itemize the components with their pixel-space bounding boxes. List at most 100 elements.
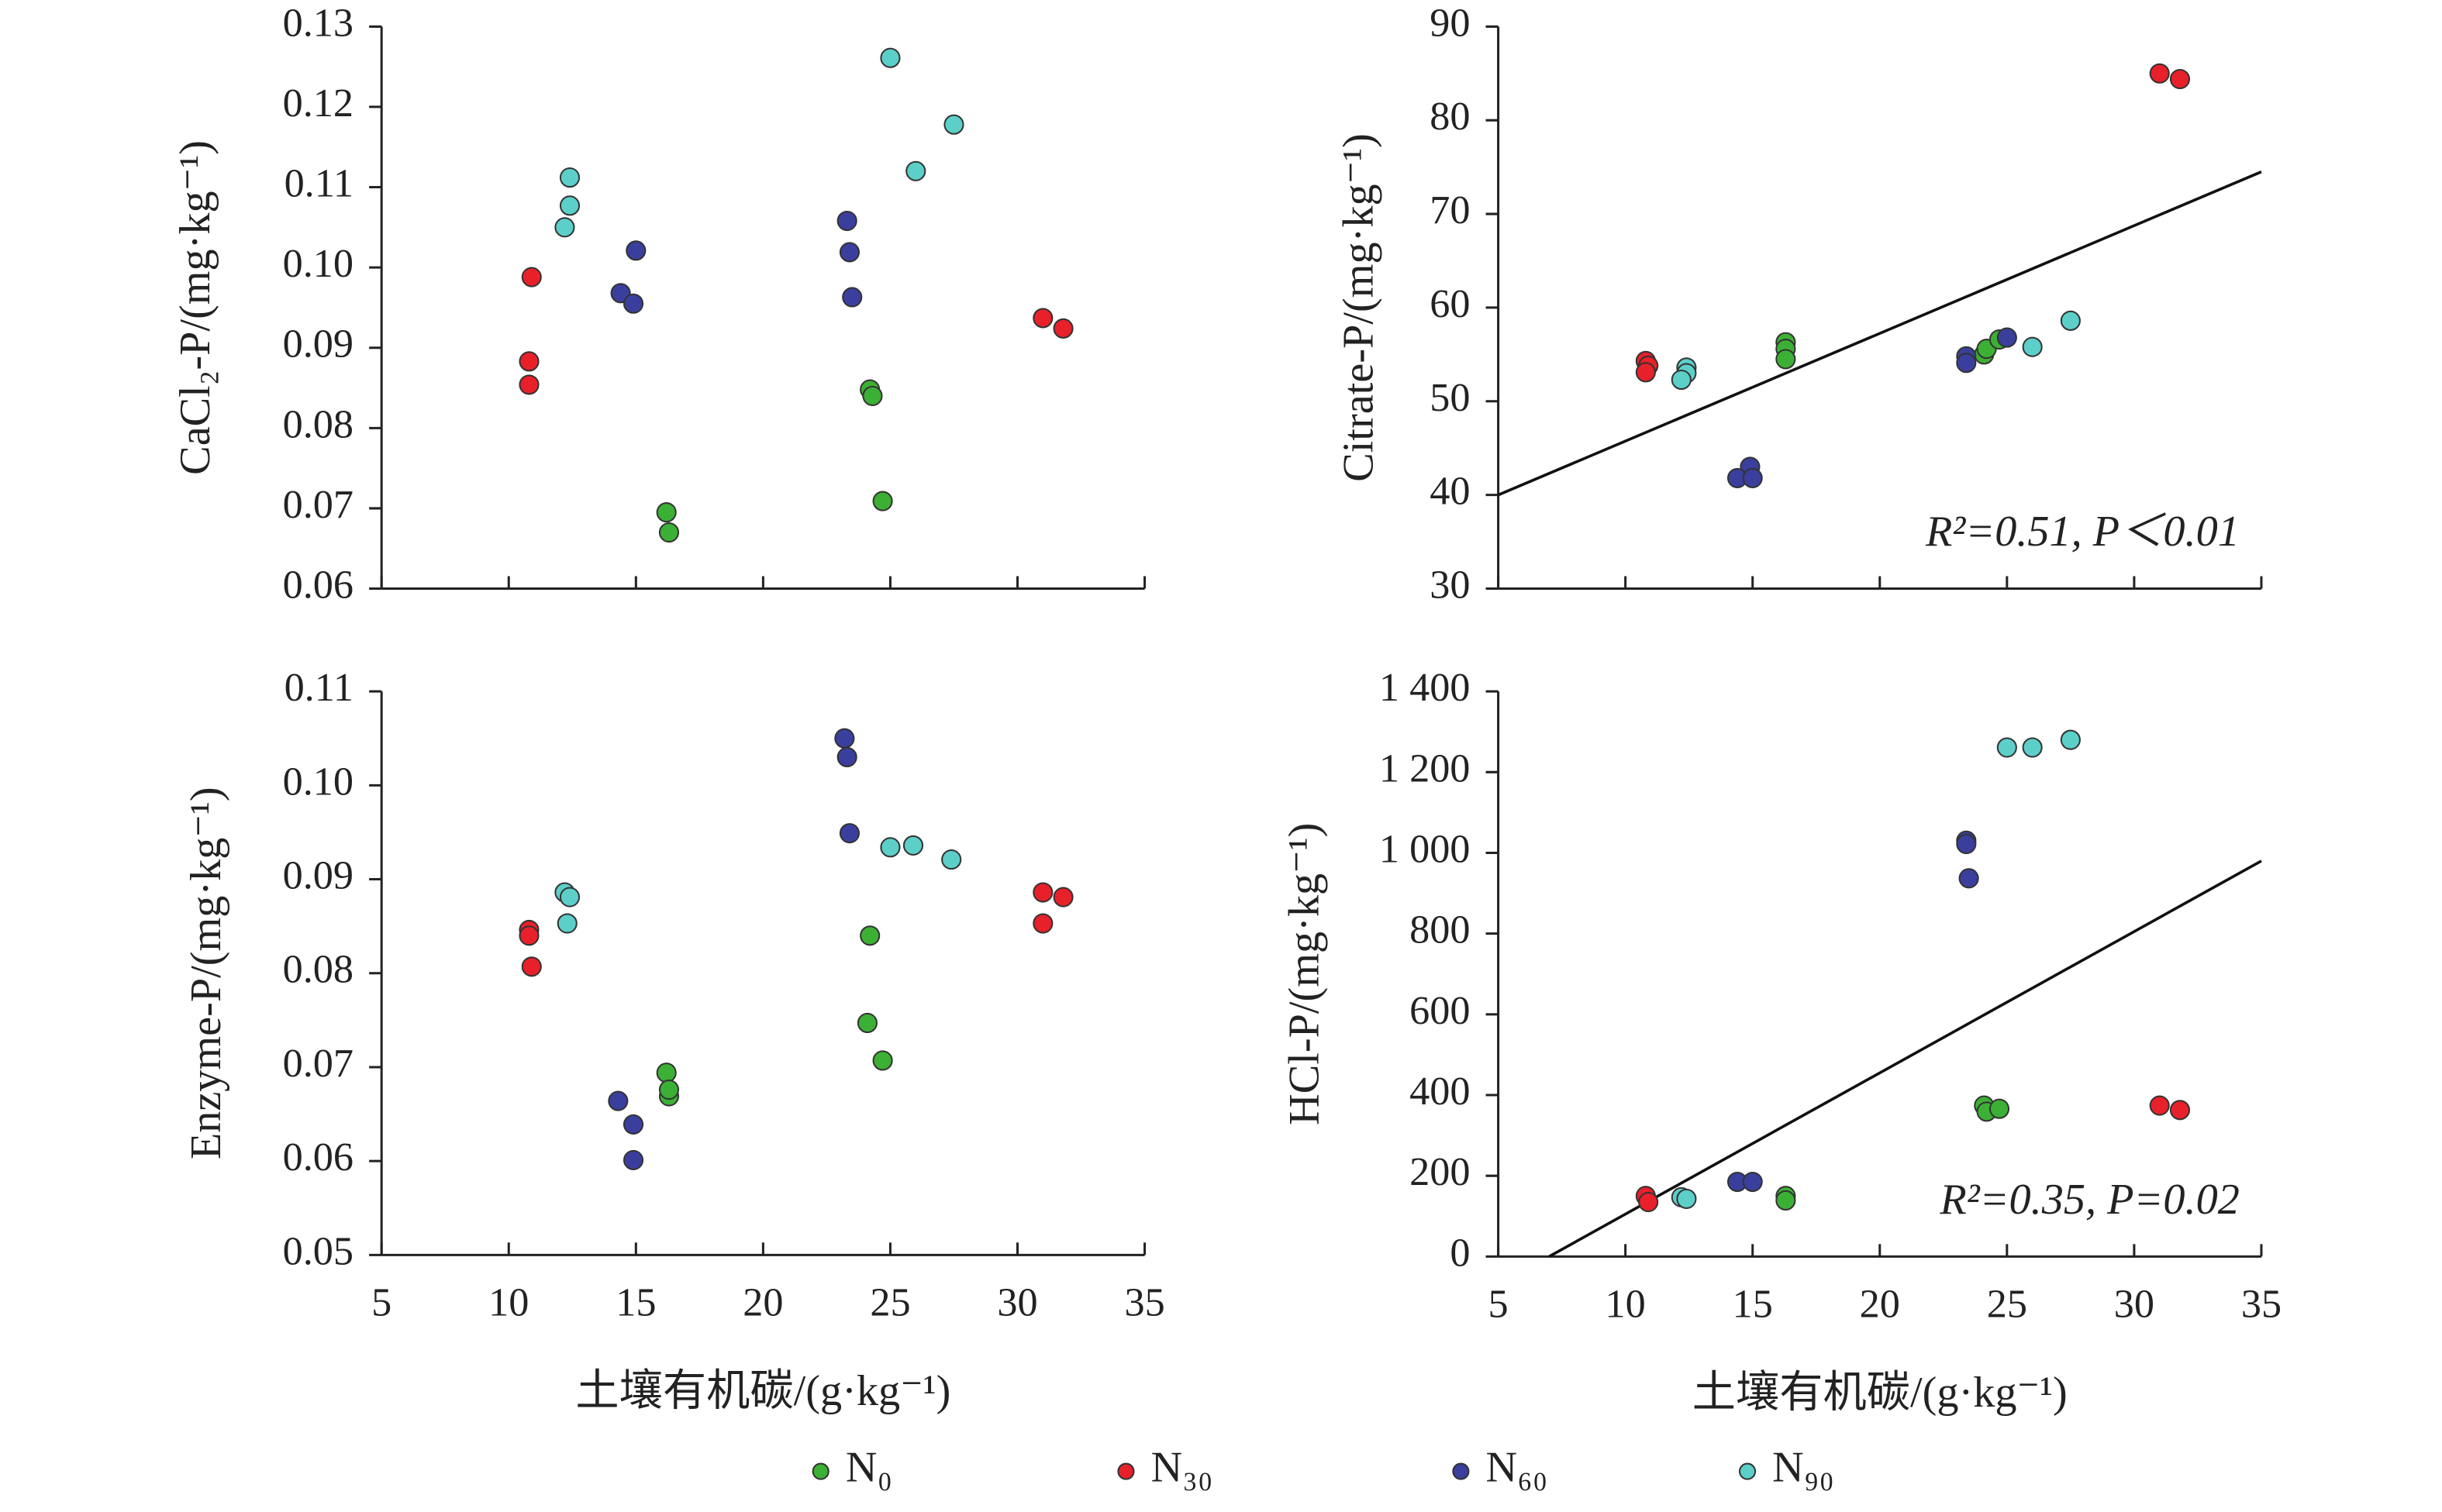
y-tick-label: 0.07 — [283, 482, 354, 527]
x-tick-label: 30 — [2114, 1282, 2154, 1327]
point — [872, 491, 893, 511]
y-tick-label: 90 — [1430, 0, 1470, 45]
point — [1988, 1098, 2010, 1119]
x-tick-label: 20 — [1860, 1282, 1900, 1327]
point — [943, 114, 964, 135]
point — [519, 374, 540, 395]
point — [2022, 336, 2043, 357]
point — [836, 746, 857, 768]
y-tick-label: 0.08 — [283, 947, 354, 992]
y-tick-label: 80 — [1430, 94, 1470, 139]
y-tick-label: 1 400 — [1379, 665, 1471, 710]
y-tick-label: 0.11 — [285, 665, 354, 710]
point — [1053, 887, 1074, 908]
y-tick-label: 0.11 — [285, 161, 354, 206]
y-tick-label: 1 000 — [1379, 826, 1471, 871]
y-tick-label: 30 — [1430, 563, 1470, 608]
point — [656, 502, 677, 523]
y-tick-label: 0.12 — [283, 81, 354, 126]
panel: 30 40 50 60 70 80 90 Citrate-P/(mg·kg⁻¹) R²=0.51… — [1335, 0, 2263, 608]
y-tick-label: 800 — [1409, 908, 1470, 952]
point — [839, 823, 860, 844]
y-tick-label: 40 — [1430, 469, 1470, 514]
point — [623, 1114, 644, 1135]
y-tick-label: 0.08 — [283, 401, 354, 446]
y-tick-label: 0.05 — [283, 1228, 354, 1273]
y-tick-label: 0.06 — [283, 563, 354, 608]
point — [1671, 369, 1692, 391]
point — [521, 956, 542, 977]
point — [842, 287, 863, 308]
y-tick-label: 50 — [1430, 375, 1470, 420]
point — [839, 242, 860, 263]
point — [1638, 1191, 1659, 1213]
point — [1996, 737, 2017, 758]
point — [1635, 362, 1656, 383]
legend: N₀ N₃₀ N₆₀ N₉₀ — [812, 1444, 1834, 1492]
y-tick-label: 70 — [1430, 188, 1470, 232]
point — [623, 1149, 644, 1171]
y-tick-label: 0.10 — [283, 241, 354, 286]
x-tick-label: 5 — [1488, 1282, 1509, 1327]
point — [519, 351, 540, 372]
y-tick-label: 0.13 — [283, 0, 354, 45]
point — [559, 167, 581, 188]
point — [1958, 868, 1979, 889]
x-tick-label: 10 — [488, 1280, 529, 1325]
point — [872, 1050, 893, 1071]
point — [1996, 327, 2017, 348]
point — [626, 240, 647, 261]
y-tick-label: 0.10 — [283, 759, 354, 804]
point — [857, 1012, 878, 1034]
point — [519, 925, 540, 946]
point — [559, 195, 581, 216]
x-tick-label: 10 — [1606, 1282, 1646, 1327]
point — [1956, 353, 1977, 374]
point — [554, 217, 575, 238]
point — [2169, 1100, 2191, 1121]
point — [2149, 63, 2170, 84]
point — [1676, 1188, 1697, 1209]
y-tick-label: 200 — [1409, 1149, 1470, 1194]
point — [521, 267, 542, 288]
legend-marker — [1452, 1462, 1470, 1480]
point — [941, 849, 962, 870]
point — [557, 913, 578, 934]
x-tick-label: 20 — [743, 1280, 783, 1325]
x-tick-label: 5 — [371, 1280, 391, 1325]
point — [834, 728, 855, 749]
point — [1956, 833, 1977, 855]
point — [836, 210, 857, 232]
point — [862, 385, 883, 406]
x-tick-label: 35 — [1124, 1280, 1164, 1325]
y-axis-label: HCl-P/(mg·kg⁻¹) — [1280, 823, 1328, 1125]
panel: 0.06 0.07 0.08 0.09 0.10 0.11 0.12 0.13 CaCl₂-P/… — [171, 0, 1147, 608]
y-tick-label: 0.09 — [283, 853, 354, 898]
y-tick-label: 0.09 — [283, 322, 354, 367]
point — [1742, 467, 1763, 488]
legend-marker — [812, 1462, 830, 1480]
point — [1775, 1190, 1796, 1211]
x-tick-label: 25 — [1987, 1282, 2027, 1327]
legend-marker — [1738, 1462, 1757, 1480]
x-tick-label: 15 — [1733, 1282, 1773, 1327]
y-tick-label: 600 — [1409, 988, 1470, 1033]
x-tick-label: 25 — [870, 1280, 910, 1325]
trend-line — [1497, 170, 2262, 497]
point — [623, 293, 644, 314]
legend-label: N₃₀ — [1151, 1444, 1213, 1492]
point — [658, 1079, 680, 1100]
y-tick-label: 1 200 — [1379, 746, 1471, 790]
x-tick-label: 35 — [2241, 1282, 2282, 1327]
y-axis-label: Citrate-P/(mg·kg⁻¹) — [1335, 133, 1383, 482]
panel: 0 200 400 600 800 1 000 1 200 1 400 5 10 15 20 25 30 3… — [1280, 665, 2282, 1417]
point — [1775, 349, 1796, 370]
x-tick-label: 15 — [616, 1280, 656, 1325]
x-axis-label: 土壤有机碳/(g·kg⁻¹) — [1692, 1369, 2068, 1417]
y-tick-label: 60 — [1430, 281, 1470, 326]
point — [1742, 1171, 1763, 1193]
point — [656, 1063, 677, 1083]
point — [1033, 913, 1054, 934]
